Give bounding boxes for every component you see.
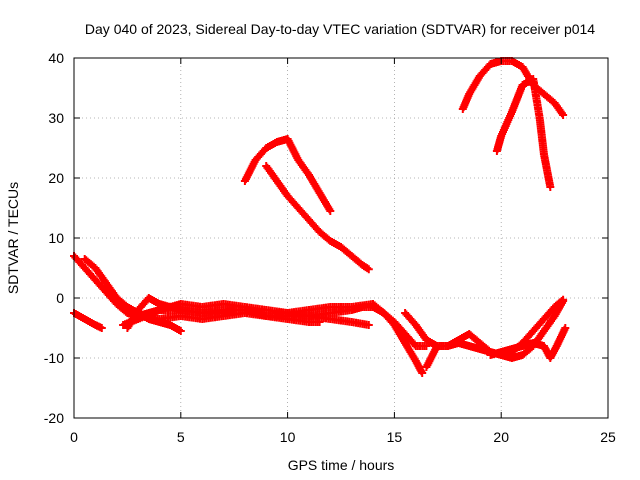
series-sat-i [272,303,427,377]
grid-lines [74,58,608,418]
x-tick-label: 10 [280,429,296,445]
y-tick-label: 0 [56,290,64,306]
data-points [422,297,568,371]
chart-title: Day 040 of 2023, Sidereal Day-to-day VTE… [85,21,595,37]
data-points [262,162,373,274]
x-tick-label: 20 [493,429,509,445]
data-points [240,135,335,215]
series-sat-k [422,297,568,371]
series-sat-f [134,309,324,326]
y-tick-label: 20 [48,170,64,186]
x-tick-label: 5 [177,429,185,445]
x-tick-label: 25 [600,429,616,445]
y-tick-label: 10 [48,230,64,246]
data-points [272,303,427,377]
y-axis-label: SDTVAR / TECUs [5,182,21,294]
data-series [70,57,570,377]
data-points [134,309,324,326]
series-sat-l [486,324,570,362]
data-points [492,75,555,191]
data-points [486,324,570,362]
axis-ticks: 0 5 10 15 20 25 -20 -10 0 10 20 30 40 [44,50,616,445]
series-sat-n [492,75,555,191]
series-sat-h [262,162,373,274]
x-axis-label: GPS time / hours [288,457,395,473]
series-sat-g [240,135,335,215]
data-points [70,309,106,332]
y-tick-label: 40 [48,50,64,66]
y-tick-label: 30 [48,110,64,126]
y-tick-label: -20 [44,410,64,426]
series-sat-a [70,309,106,332]
x-tick-label: 15 [387,429,403,445]
x-tick-label: 0 [70,429,78,445]
y-tick-label: -10 [44,350,64,366]
